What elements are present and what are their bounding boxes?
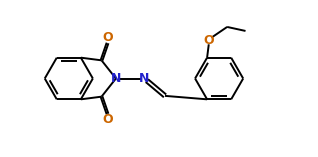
Text: N: N [139, 72, 149, 85]
Text: O: O [204, 34, 214, 47]
Text: O: O [102, 31, 113, 44]
Text: O: O [102, 113, 113, 126]
Text: N: N [111, 72, 121, 85]
